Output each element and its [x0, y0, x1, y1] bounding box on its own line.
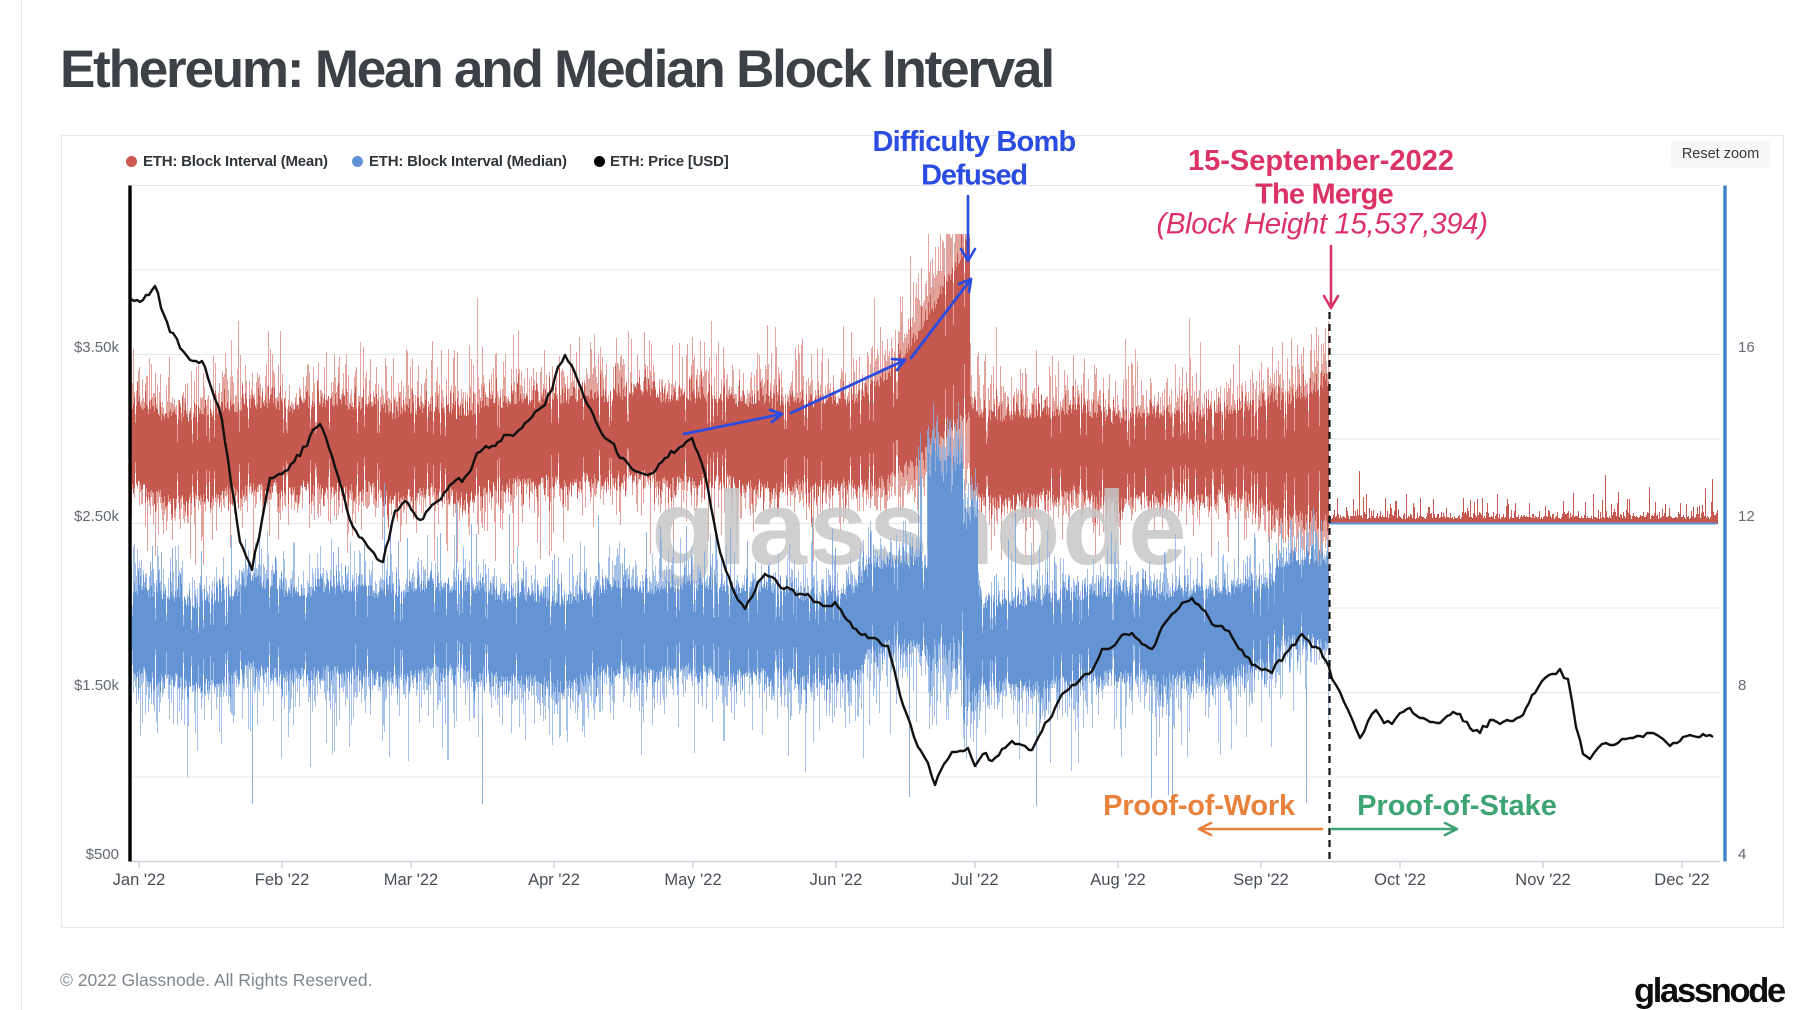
svg-text:Apr '22: Apr '22 — [528, 871, 580, 889]
svg-text:4: 4 — [1738, 846, 1746, 863]
svg-text:Aug '22: Aug '22 — [1090, 871, 1145, 889]
svg-text:Feb '22: Feb '22 — [255, 871, 310, 889]
svg-text:12: 12 — [1738, 508, 1755, 525]
svg-text:Jan '22: Jan '22 — [113, 871, 166, 889]
svg-text:$3.50k: $3.50k — [74, 339, 120, 356]
svg-text:15-September-2022: 15-September-2022 — [1188, 145, 1454, 177]
svg-text:Dec '22: Dec '22 — [1654, 871, 1709, 889]
svg-text:Proof-of-Work: Proof-of-Work — [1103, 790, 1296, 822]
svg-text:Proof-of-Stake: Proof-of-Stake — [1357, 790, 1557, 822]
svg-text:Jun '22: Jun '22 — [810, 871, 863, 889]
svg-text:(Block Height 15,537,394): (Block Height 15,537,394) — [1156, 208, 1487, 241]
svg-text:Nov '22: Nov '22 — [1515, 871, 1570, 889]
svg-text:Mar '22: Mar '22 — [384, 871, 439, 889]
svg-text:The Merge: The Merge — [1255, 179, 1394, 211]
svg-text:Sep '22: Sep '22 — [1233, 871, 1288, 889]
svg-text:Defused: Defused — [921, 160, 1027, 192]
svg-text:$500: $500 — [86, 846, 119, 863]
svg-text:Jul '22: Jul '22 — [951, 871, 998, 889]
svg-text:$1.50k: $1.50k — [74, 677, 120, 694]
svg-text:$2.50k: $2.50k — [74, 508, 120, 525]
svg-text:Difficulty Bomb: Difficulty Bomb — [872, 126, 1075, 158]
svg-text:May '22: May '22 — [664, 871, 721, 889]
svg-text:16: 16 — [1738, 339, 1755, 356]
svg-text:Oct '22: Oct '22 — [1374, 871, 1426, 889]
svg-text:8: 8 — [1738, 677, 1746, 694]
